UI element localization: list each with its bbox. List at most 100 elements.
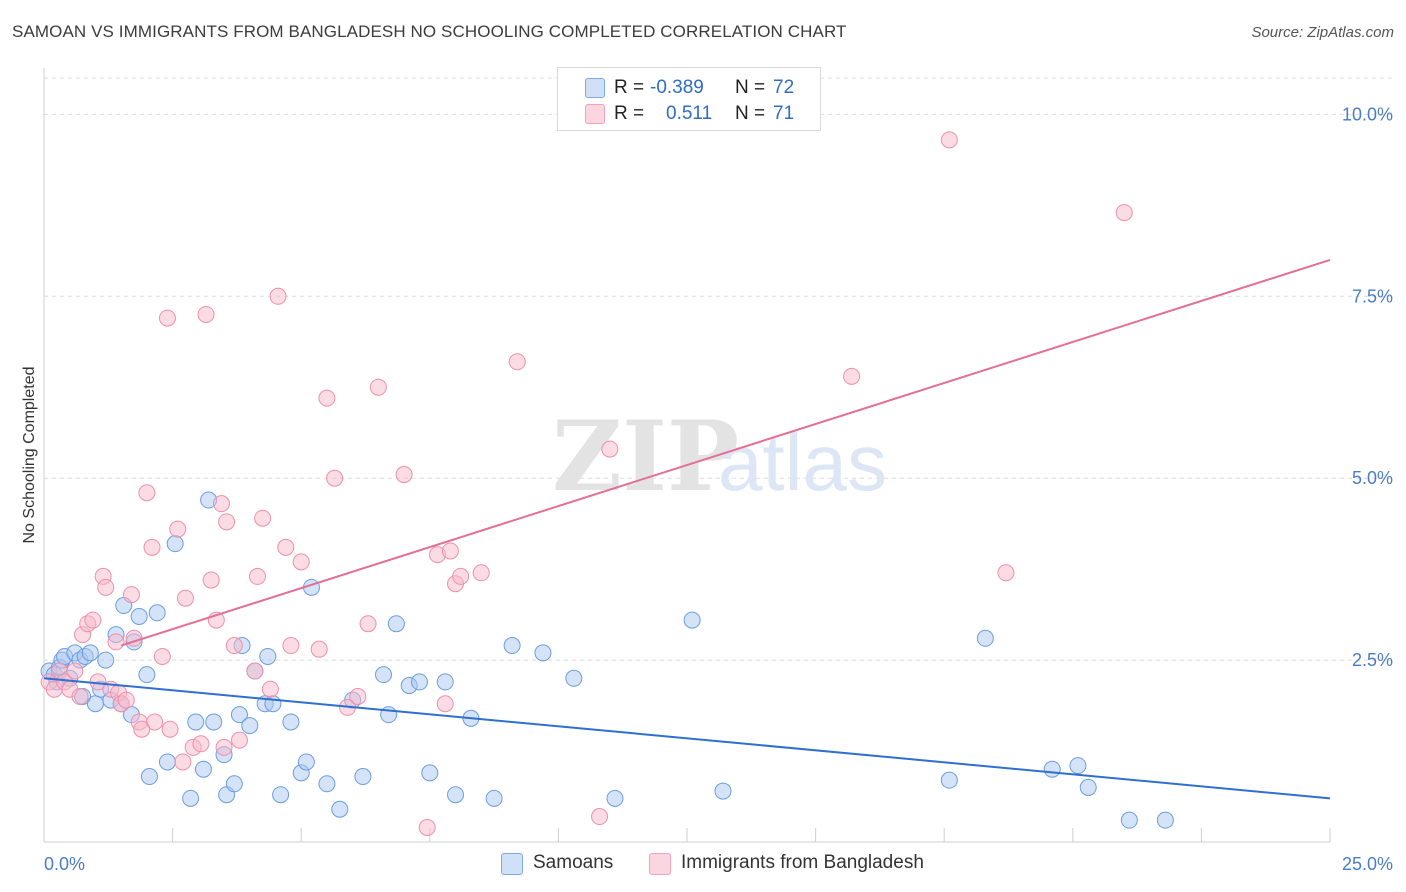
bangladesh-point [318,389,336,407]
samoan-point [138,666,156,684]
samoan-point [158,753,176,771]
samoan-point [565,669,583,687]
y-tick-label: 5.0% [1352,468,1393,488]
bangladesh-point [225,637,243,655]
bangladesh-point [138,484,156,502]
bangladesh-point [843,367,861,385]
bangladesh-point [146,713,164,731]
bangladesh-point [591,808,609,826]
bangladesh-point [133,720,151,738]
samoan-point [182,789,200,807]
bangladesh-point [153,647,171,665]
bangladesh-point [71,687,89,705]
bangladesh-point [218,513,236,531]
y-tick-label: 2.5% [1352,650,1393,670]
samoan-point [259,647,277,665]
chart-title: SAMOAN VS IMMIGRANTS FROM BANGLADESH NO … [12,22,847,41]
bangladesh-point [261,680,279,698]
bottom-legend-swatch-blue [501,853,523,875]
samoan-point [318,775,336,793]
bangladesh-point [369,378,387,396]
bangladesh-point [107,633,125,651]
samoan-point [297,753,315,771]
samoan-point [331,800,349,818]
bottom-legend-swatch-pink [649,853,671,875]
legend-n-label: N = [735,77,766,98]
watermark-atlas: atlas [718,418,887,507]
bangladesh-point [192,735,210,753]
samoan-point [241,717,259,735]
chart-source: Source: ZipAtlas.com [1251,24,1394,41]
bangladesh-trend-line [120,258,1331,647]
bangladesh-point [395,466,413,484]
samoan-point [166,535,184,553]
bangladesh-point [359,615,377,633]
samoan-point [272,786,290,804]
bangladesh-point [452,567,470,585]
x-tick-label: 0.0% [44,854,85,874]
bangladesh-point [508,353,526,371]
x-tick-labels: 0.0% 25.0% [44,854,1393,874]
correlation-legend: R = -0.389 N = 72 R = 0.511 N = 71 [557,67,821,131]
bangladesh-point [254,509,272,527]
legend-r-value: 0.511 [666,103,713,124]
legend-r-value: -0.389 [650,77,704,98]
y-tick-label: 7.5% [1352,286,1393,306]
samoan-point [205,713,223,731]
samoan-point [187,713,205,731]
legend-n-label: N = [735,103,766,124]
y-axis-label: No Schooling Completed [21,367,38,544]
watermark: ZIP atlas [552,400,887,513]
bangladesh-point [436,695,454,713]
samoan-point [534,644,552,662]
bangladesh-point [1115,204,1133,222]
legend-swatch-pink [585,104,605,124]
bangladesh-point [66,662,84,680]
bangladesh-point [197,305,215,323]
trend-lines [43,258,1331,800]
bangladesh-point [282,637,300,655]
legend-swatch-blue [585,78,605,98]
bangladesh-point [158,309,176,327]
samoan-point [606,789,624,807]
bangladesh-point [269,287,287,305]
bangladesh-point [997,564,1015,582]
bottom-legend-label: Samoans [533,852,614,873]
samoan-point [1069,757,1087,775]
bangladesh-point [292,553,310,571]
legend-n-value: 72 [773,77,795,98]
legend-n-value: 71 [773,103,795,124]
watermark-zip: ZIP [552,400,739,513]
samoan-point [421,764,439,782]
bangladesh-point [97,578,115,596]
samoan-point [503,637,521,655]
samoan-point [387,615,405,633]
bangladesh-point [212,495,230,513]
bangladesh-point [349,687,367,705]
bangladesh-point [326,469,344,487]
samoan-point [1079,778,1097,796]
samoan-point [940,771,958,789]
bangladesh-point [176,589,194,607]
samoan-point [130,607,148,625]
bangladesh-point [277,538,295,556]
bangladesh-point [310,640,328,658]
bottom-legend-label: Immigrants from Bangladesh [681,852,924,873]
bangladesh-point [174,753,192,771]
samoan-point [86,695,104,713]
bangladesh-point [246,662,264,680]
bangladesh-point [230,731,248,749]
samoan-point [194,760,212,778]
bangladesh-point [601,440,619,458]
bangladesh-point [84,611,102,629]
samoan-trend-line [43,677,1331,800]
y-tick-labels: 2.5% 5.0% 7.5% 10.0% [1342,104,1393,670]
samoan-point [230,706,248,724]
samoan-point [375,666,393,684]
legend-r-label: R = [614,103,645,124]
bangladesh-point [117,691,135,709]
bangladesh-point [161,720,179,738]
samoan-point [683,611,701,629]
samoan-point [81,644,99,662]
samoan-point [976,629,994,647]
